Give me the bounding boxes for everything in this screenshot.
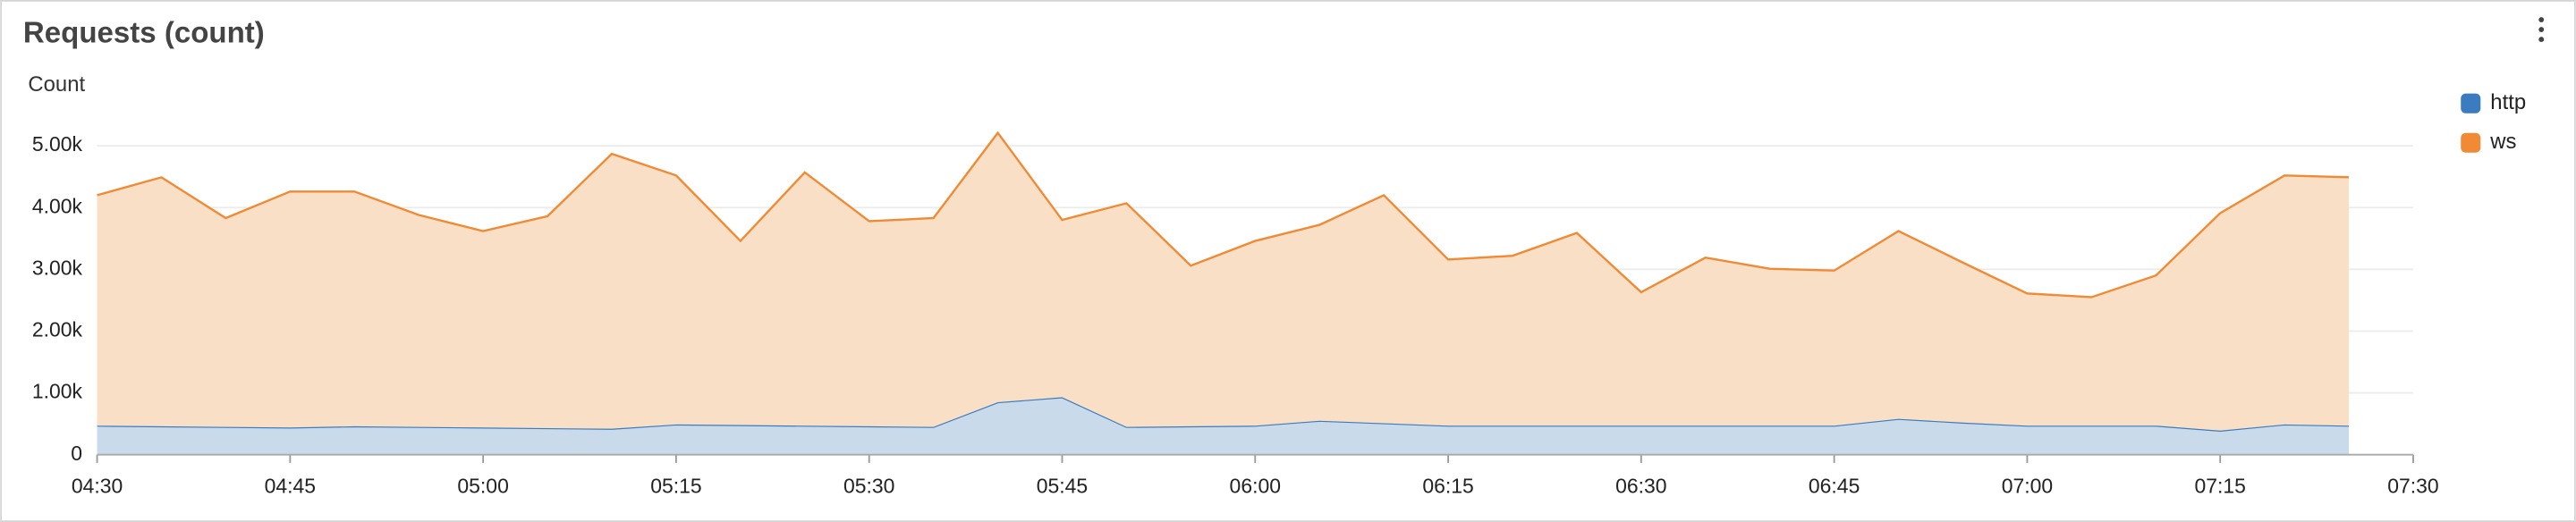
x-tick-label: 05:00 [457,474,508,497]
y-tick-label: 3.00k [32,256,83,279]
y-tick-label: 2.00k [32,318,83,341]
y-axis-label: Count [28,72,85,97]
x-tick-label: 07:00 [2002,474,2053,497]
x-tick-label: 06:45 [1809,474,1860,497]
y-tick-label: 0 [71,442,82,465]
x-tick-label: 06:30 [1615,474,1666,497]
y-tick-label: 1.00k [32,380,83,403]
x-tick-label: 04:30 [72,474,123,497]
area-fill [97,397,2350,455]
legend-label: http [2490,90,2526,114]
x-tick-label: 06:00 [1230,474,1281,497]
chart-title: Requests (count) [23,16,265,49]
series-line [97,130,2350,299]
x-tick-label: 04:45 [265,474,316,497]
x-tick-label: 07:15 [2194,474,2245,497]
x-tick-label: 05:15 [650,474,701,497]
menu-button[interactable] [2538,17,2545,43]
area-fill [97,132,2350,431]
x-tick-label: 06:15 [1422,474,1473,497]
y-tick-label: 5.00k [32,132,83,156]
legend-label: ws [2489,130,2516,154]
x-tick-label: 05:45 [1037,474,1088,497]
x-tick-label: 05:30 [843,474,894,497]
legend-swatch [2461,132,2481,153]
x-tick-label: 07:30 [2387,474,2438,497]
y-tick-label: 4.00k [32,194,83,217]
legend-swatch [2461,93,2481,114]
